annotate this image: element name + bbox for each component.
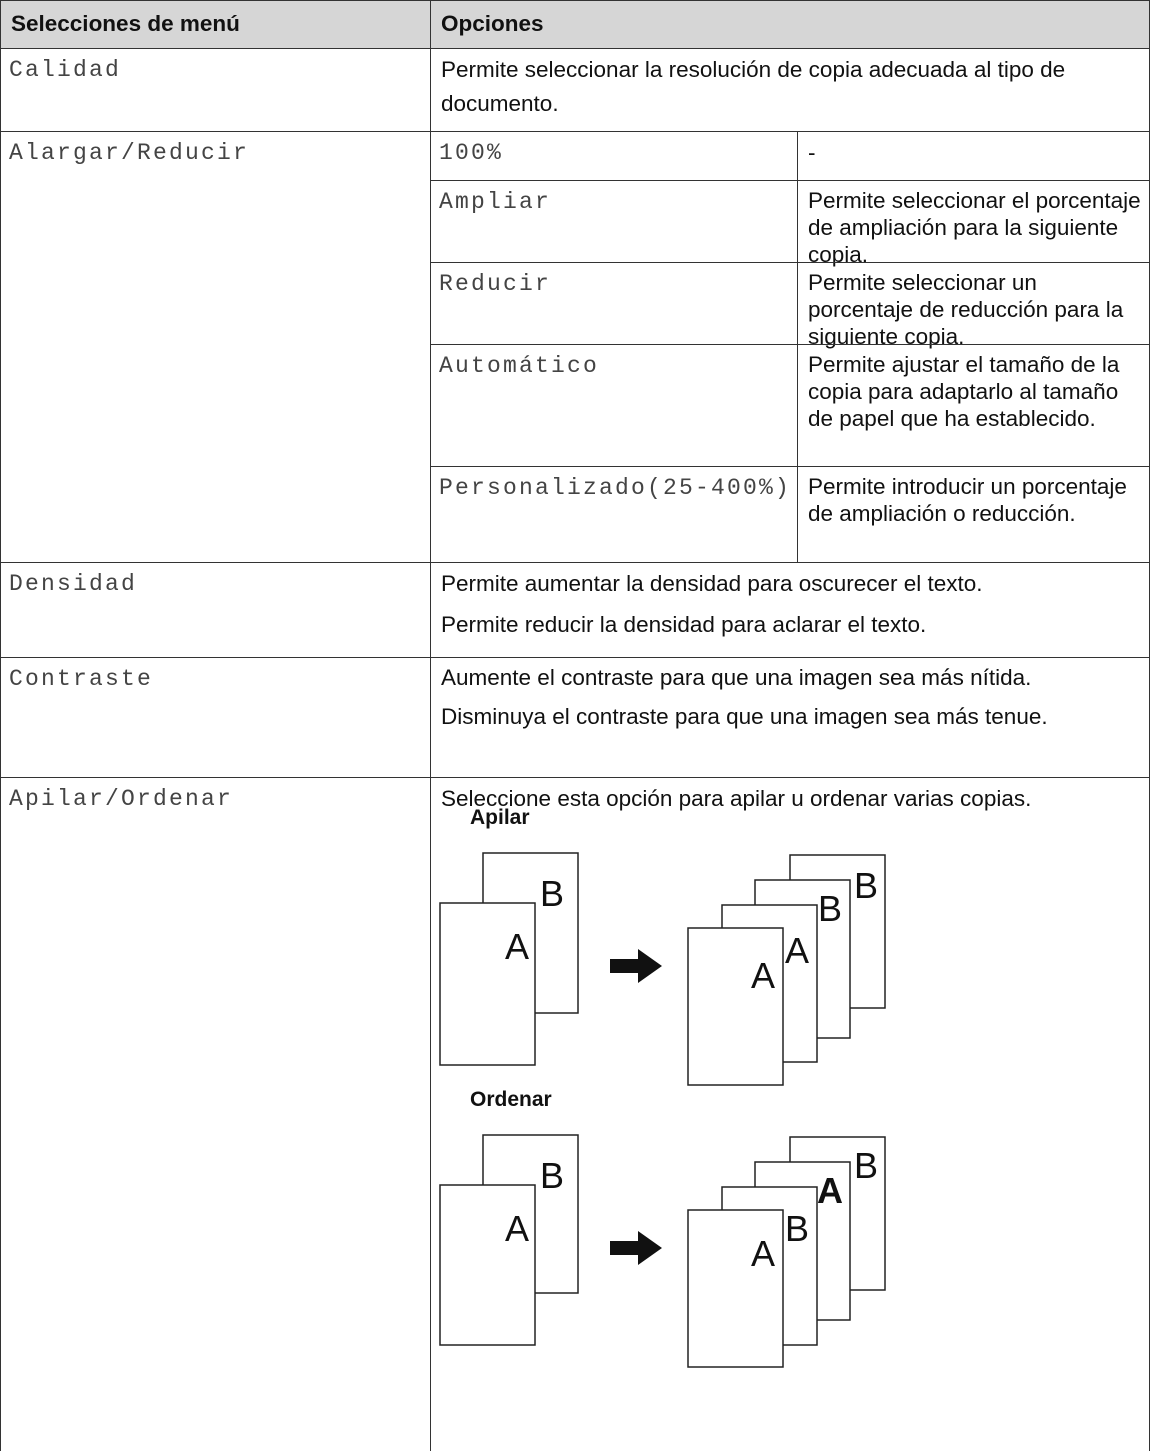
suboption-cell: 100% <box>430 131 798 181</box>
page-letter: B <box>818 888 842 929</box>
menu-cell: Contraste <box>0 657 431 778</box>
suboption-cell: Reducir <box>430 262 798 345</box>
page-letter: A <box>751 955 775 996</box>
page-sheet <box>687 1209 784 1368</box>
option-text: Disminuya el contraste para que una imag… <box>441 704 1048 729</box>
page-sheet <box>687 927 784 1086</box>
page-letter: A <box>785 930 809 971</box>
suboption-desc: Permite seleccionar el porcentaje de amp… <box>797 180 1150 267</box>
arrow <box>610 1231 662 1265</box>
page-letter: B <box>785 1208 809 1249</box>
page-sheet <box>439 902 536 1066</box>
header-cell: Selecciones de menú <box>0 0 431 49</box>
option-cell: Aumente el contraste para que una imagen… <box>430 657 1150 778</box>
option-text: Permite seleccionar la resolución de cop… <box>441 57 1066 116</box>
stack-diagram: B A B B A A <box>439 852 886 1086</box>
option-text: Seleccione esta opción para apilar u ord… <box>441 786 1032 811</box>
suboption-desc: Permite ajustar el tamaño de la copia pa… <box>797 344 1150 467</box>
suboption-desc: Permite introducir un porcentaje de ampl… <box>797 466 1150 563</box>
suboption-cell: Automático <box>430 344 798 467</box>
option-cell: Permite aumentar la densidad para oscure… <box>430 562 1150 658</box>
page-letter: A <box>751 1233 775 1274</box>
menu-cell: Densidad <box>0 562 431 658</box>
menu-cell: Calidad <box>0 48 431 132</box>
page-letter: A <box>505 1208 529 1249</box>
page-letter: A <box>817 1170 843 1211</box>
sort-diagram: B A B A B A <box>439 1134 886 1368</box>
diagram-label: Apilar <box>470 806 530 829</box>
diagram-label: Ordenar <box>470 1088 552 1111</box>
page-sheet <box>439 1184 536 1346</box>
option-text: Permite reducir la densidad para aclarar… <box>441 612 927 637</box>
menu-cell: Apilar/Ordenar <box>0 777 431 1451</box>
suboption-cell: Ampliar <box>430 180 798 263</box>
page-letter: B <box>540 873 564 914</box>
option-text: Aumente el contraste para que una imagen… <box>441 665 1032 690</box>
option-cell: Permite seleccionar la resolución de cop… <box>430 48 1150 132</box>
arrow <box>610 949 662 983</box>
page-letter: B <box>854 1145 878 1186</box>
menu-cell: Alargar/Reducir <box>0 131 431 563</box>
option-text: Permite aumentar la densidad para oscure… <box>441 571 983 596</box>
page-letter: B <box>540 1155 564 1196</box>
page-letter: B <box>854 865 878 906</box>
header-cell: Opciones <box>430 0 1150 49</box>
page-letter: A <box>505 926 529 967</box>
suboption-cell: Personalizado(25-400%) <box>430 466 798 563</box>
